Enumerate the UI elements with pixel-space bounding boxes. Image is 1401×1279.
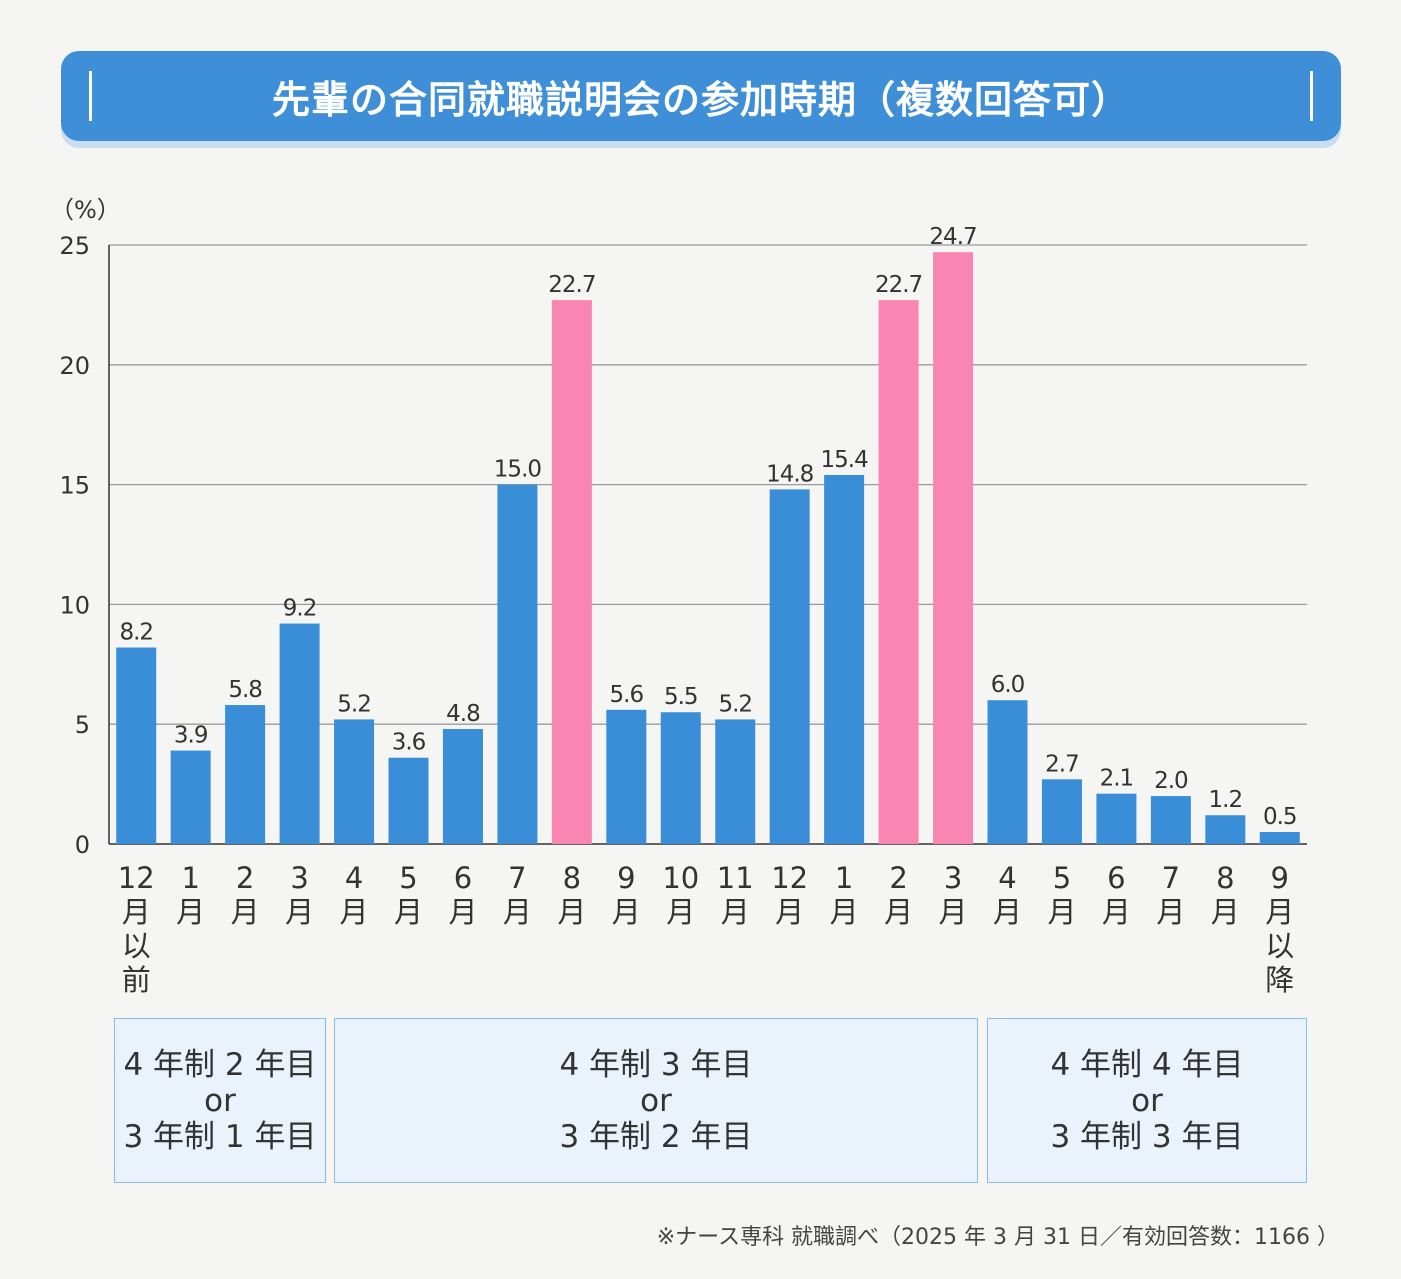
value-label: 1.2 [1209, 787, 1243, 813]
bar [170, 750, 211, 844]
group-3-line-3: 3 年制 3 年目 [1050, 1118, 1244, 1155]
y-tick-label: 10 [59, 591, 90, 619]
group-3-line-1: 4 年制 4 年目 [1050, 1046, 1244, 1083]
bar [1096, 793, 1137, 844]
value-label: 5.2 [337, 691, 371, 717]
bar [824, 475, 865, 844]
bar [933, 252, 974, 845]
x-tick-label: 11 月 [717, 861, 754, 929]
y-axis-ticks: 0 5 10 15 20 25 [59, 232, 90, 859]
value-label: 22.7 [875, 272, 922, 298]
value-label: 6.0 [991, 672, 1025, 698]
y-tick-label: 5 [75, 711, 90, 739]
value-label: 2.1 [1100, 766, 1134, 792]
group-2-line-2: or [640, 1082, 672, 1119]
value-label: 5.5 [664, 684, 698, 710]
x-tick-label: 12 月 [771, 861, 808, 929]
value-label: 9.2 [283, 596, 317, 622]
y-tick-label: 15 [59, 472, 90, 500]
x-tick-label: 9 月以降 [1265, 861, 1294, 997]
bar [551, 300, 592, 844]
footnote: ※ナース専科 就職調べ（2025 年 3 月 31 日／有効回答数：1166 ） [656, 1225, 1339, 1250]
title-right-tick [1310, 71, 1313, 121]
bar-chart: 0 5 10 15 20 25 （%） 8.2 3.9 5.8 9.2 5.2 3.6 4.8 15.0… [50, 196, 1307, 997]
bar [987, 700, 1028, 844]
bar [225, 705, 266, 844]
value-label: 4.8 [446, 701, 480, 727]
y-tick-label: 20 [59, 352, 90, 380]
group-box-1: 4 年制 2 年目 or 3 年制 1 年目 [114, 1018, 326, 1183]
chart-title: 先輩の合同就職説明会の参加時期（複数回答可） [271, 77, 1130, 122]
bar [769, 489, 810, 844]
x-tick-label: 12 月以前 [118, 861, 155, 997]
value-labels: 8.2 3.9 5.8 9.2 5.2 3.6 4.8 15.0 22.7 5.6 5.5 5.2 14… [119, 224, 1297, 830]
y-axis-label: （%） [50, 196, 121, 224]
group-1-line-1: 4 年制 2 年目 [123, 1046, 317, 1083]
value-label: 15.0 [494, 457, 542, 483]
group-3-line-2: or [1131, 1082, 1163, 1119]
value-label: 14.8 [766, 461, 814, 487]
value-label: 2.0 [1154, 768, 1188, 794]
value-label: 3.6 [392, 730, 426, 756]
bar [497, 484, 538, 844]
bar [116, 647, 157, 844]
bar [1259, 832, 1300, 844]
group-box-3: 4 年制 4 年目 or 3 年制 3 年目 [987, 1018, 1307, 1183]
value-label: 15.4 [821, 447, 869, 473]
group-1-line-3: 3 年制 1 年目 [123, 1118, 317, 1155]
title-left-tick [89, 71, 92, 121]
bar [1205, 815, 1246, 844]
bar [388, 757, 429, 844]
bar [878, 300, 919, 844]
bar [334, 719, 375, 844]
bars [116, 252, 1300, 845]
value-label: 3.9 [174, 723, 208, 749]
x-tick-label: 10 月 [662, 861, 699, 929]
value-label: 5.6 [610, 682, 644, 708]
value-label: 5.2 [718, 691, 752, 717]
value-label: 22.7 [548, 272, 595, 298]
group-box-2: 4 年制 3 年目 or 3 年制 2 年目 [334, 1018, 978, 1183]
y-tick-label: 25 [59, 232, 90, 260]
bar [606, 709, 647, 844]
value-label: 2.7 [1045, 751, 1079, 777]
value-label: 5.8 [228, 677, 262, 703]
bar [442, 728, 483, 844]
x-axis-labels: 12 月以前 1 月 2 月 3 月 4 月 5 月 6 月 7 月 8 月 9 月 10 月 11 月 12 月 1 月 2 月 3 月 4 月… [118, 861, 1295, 997]
group-1-line-2: or [204, 1082, 236, 1119]
bar [660, 712, 701, 844]
bar [279, 623, 320, 844]
title-bar: 先輩の合同就職説明会の参加時期（複数回答可） [61, 51, 1341, 141]
group-2-line-3: 3 年制 2 年目 [559, 1118, 753, 1155]
value-label: 0.5 [1263, 804, 1297, 830]
group-2-line-1: 4 年制 3 年目 [559, 1046, 753, 1083]
value-label: 8.2 [119, 620, 153, 646]
y-tick-label: 0 [75, 831, 90, 859]
bar [1041, 779, 1082, 844]
value-label: 24.7 [929, 224, 976, 250]
bar [715, 719, 756, 844]
bar [1150, 796, 1191, 844]
